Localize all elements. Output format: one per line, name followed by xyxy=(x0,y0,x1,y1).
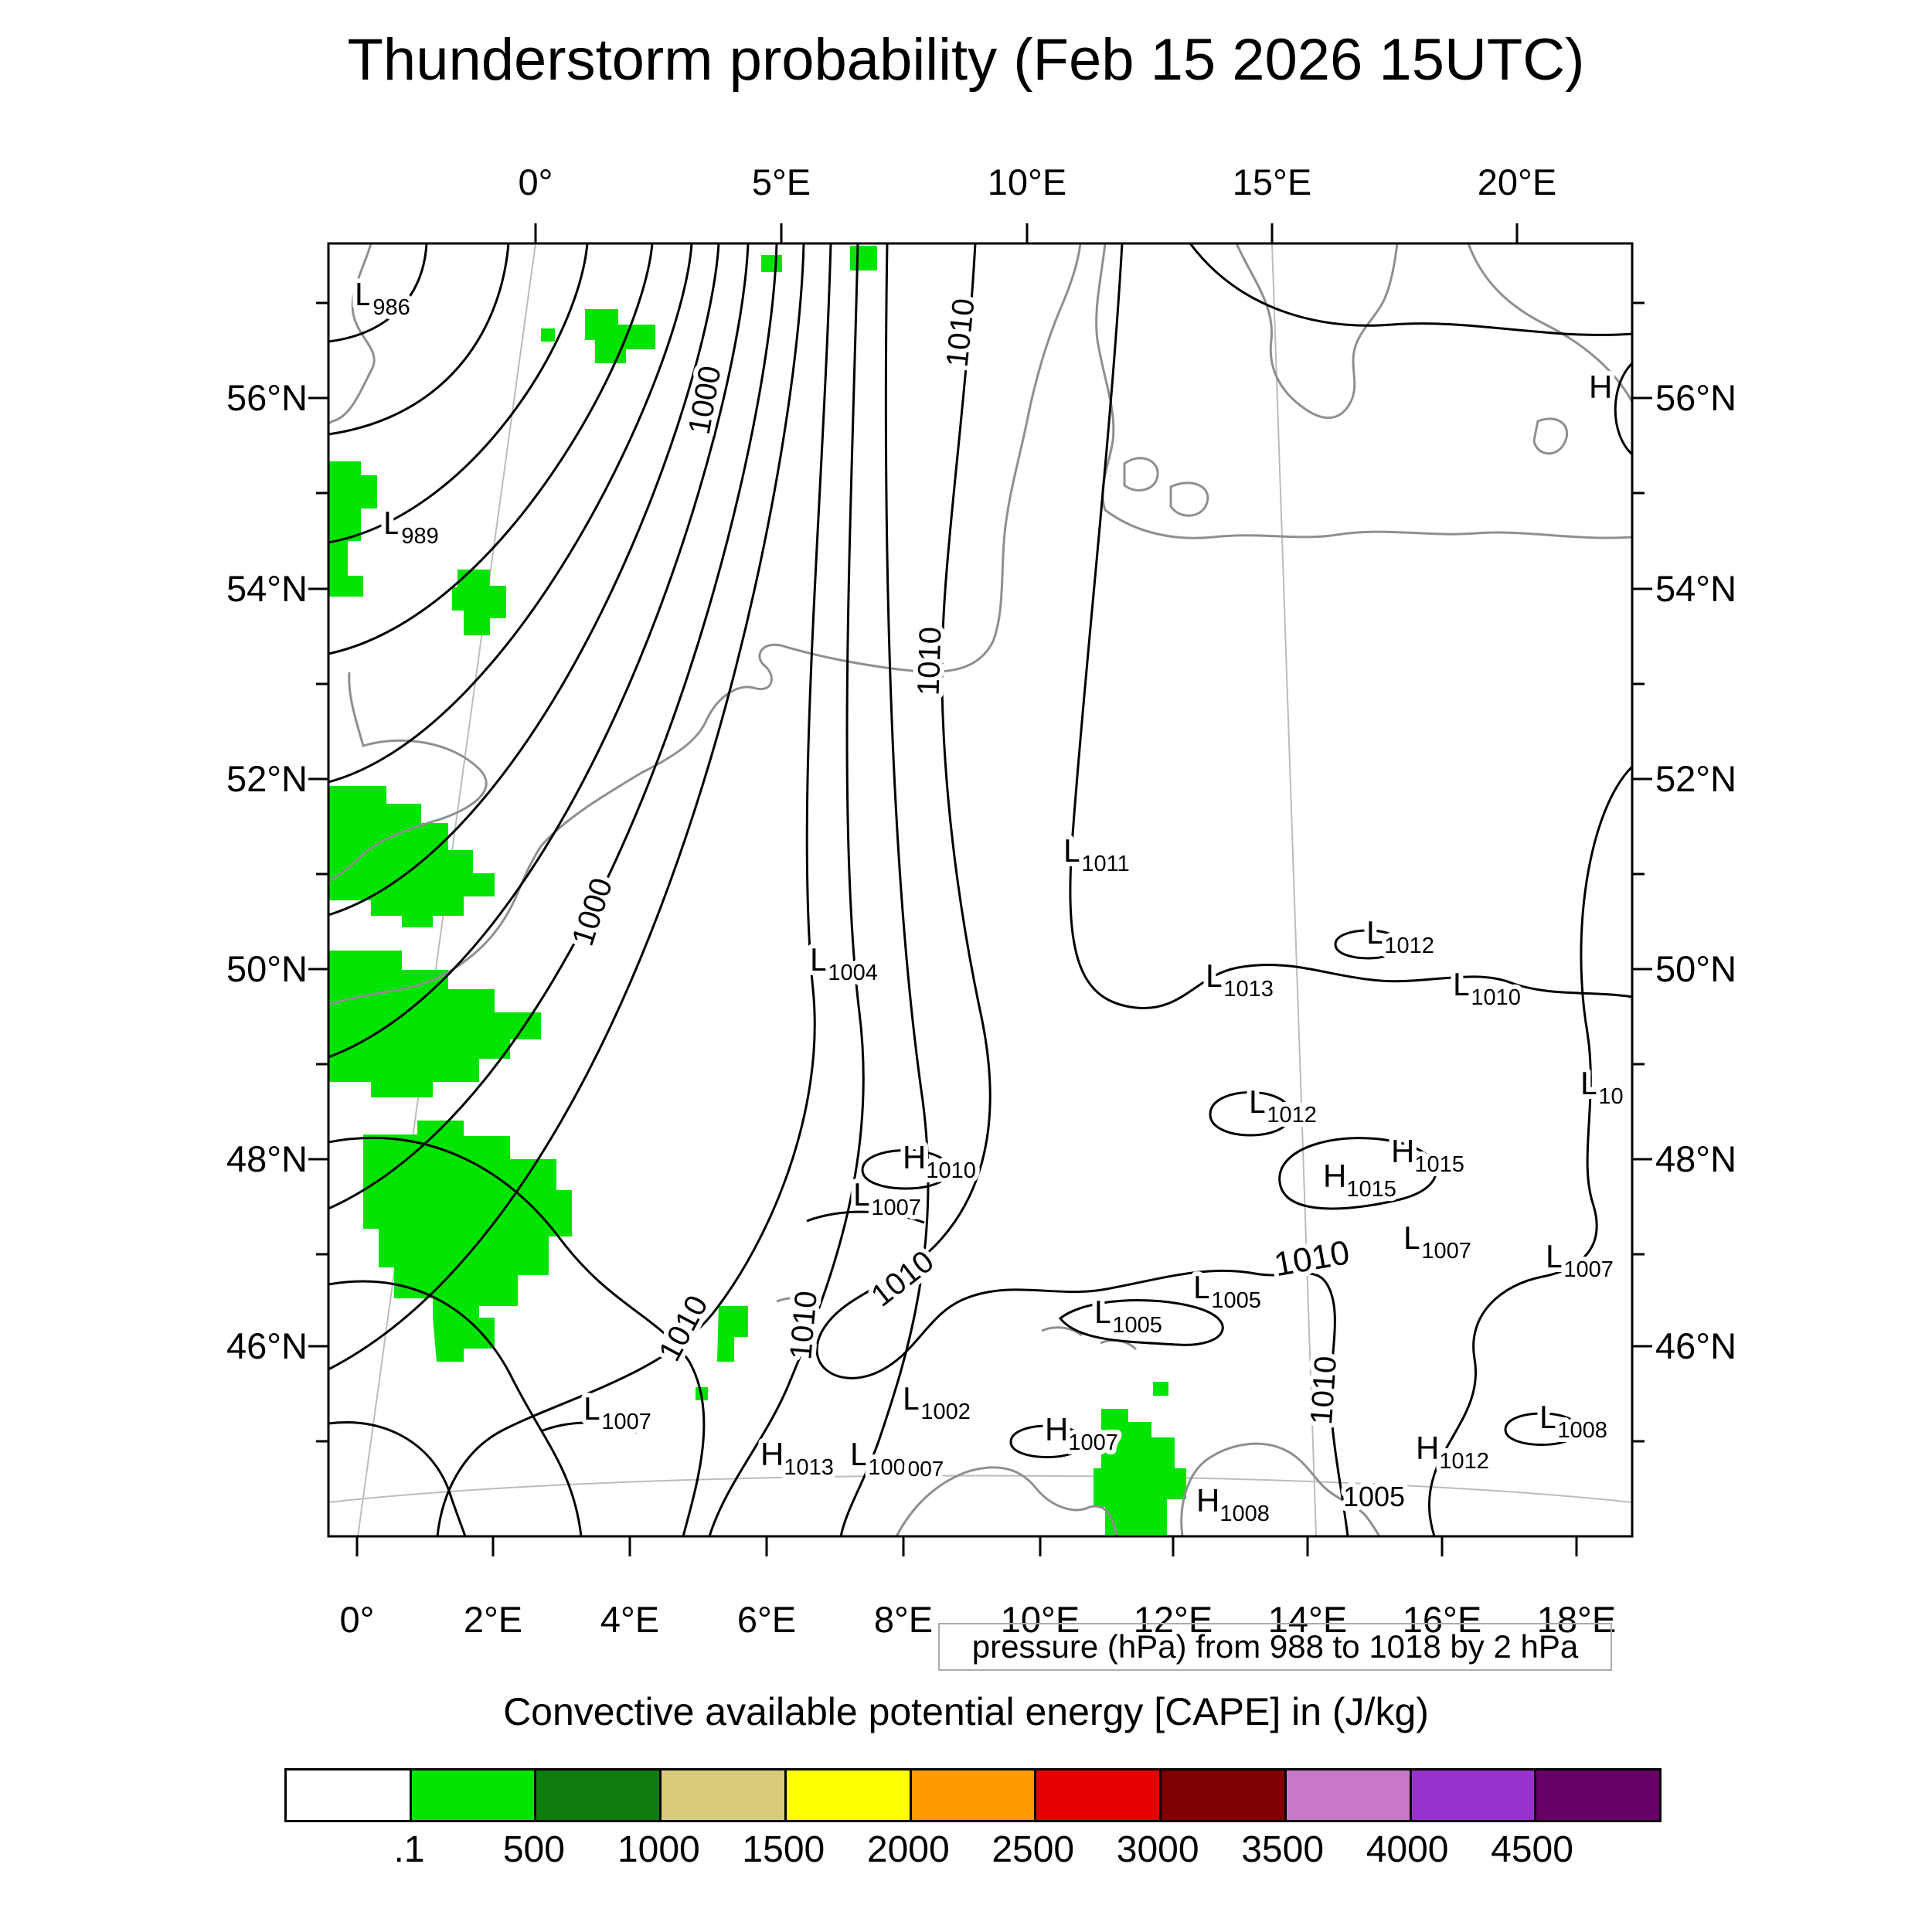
axis-tick-label-left: 54°N xyxy=(226,568,308,609)
pressure-caption: pressure (hPa) from 988 to 1018 by 2 hPa xyxy=(938,1623,1612,1671)
pressure-center-label: H1012 xyxy=(1416,1430,1489,1474)
axis-tick-label-bottom: 18°E xyxy=(1537,1599,1616,1640)
axis-tick-label-top: 0° xyxy=(519,162,553,202)
colorbar-segment xyxy=(1536,1770,1660,1820)
contour-inline-label: 1000 xyxy=(682,363,728,437)
contour-inline-label: 1010 xyxy=(1271,1233,1352,1284)
contour-inline-label: 1010 xyxy=(940,297,981,369)
pressure-center-label: L1010 xyxy=(1453,966,1521,1010)
pressure-center-label: L1008 xyxy=(1539,1399,1607,1443)
colorbar-segment xyxy=(786,1770,912,1820)
axis-tick-label-bottom: 6°E xyxy=(737,1599,796,1640)
pressure-center-label: L1002 xyxy=(850,1436,918,1480)
pressure-center-label: L1004 xyxy=(810,941,878,985)
pressure-center-label: L1011 xyxy=(1063,832,1130,876)
pressure-center-label: H xyxy=(1589,369,1612,405)
contour-inline-label: 1010 xyxy=(652,1290,715,1366)
pressure-center-label: L986 xyxy=(355,276,410,320)
axis-tick-label-left: 50°N xyxy=(226,948,308,989)
axis-tick-label-right: 48°N xyxy=(1655,1138,1736,1179)
axis-tick-label-right: 50°N xyxy=(1655,948,1736,989)
axis-tick-label-bottom: 12°E xyxy=(1134,1599,1213,1640)
axis-tick-label-bottom: 8°E xyxy=(874,1599,933,1640)
colorbar-segment xyxy=(536,1770,662,1820)
axis-tick-label-right: 46°N xyxy=(1655,1325,1736,1366)
graticule-lines xyxy=(328,243,1633,1537)
colorbar-segment xyxy=(1162,1770,1287,1820)
axis-tick-label-bottom: 10°E xyxy=(1001,1599,1080,1640)
legend-title: Convective available potential energy [C… xyxy=(503,1690,1429,1733)
axis-tick-label-bottom: 0° xyxy=(340,1599,375,1640)
axis-tick-label-left: 56°N xyxy=(226,377,308,418)
colorbar-tick-label: 4000 xyxy=(1366,1829,1449,1870)
coastlines xyxy=(328,243,1634,1537)
pressure-center-label: L1007 xyxy=(1546,1238,1614,1282)
cape-shaded-areas xyxy=(328,246,1186,1535)
axis-tick-label-top: 20°E xyxy=(1478,162,1556,202)
axis-tick-label-top: 10°E xyxy=(988,162,1066,202)
pressure-center-label: L1007 xyxy=(853,1176,921,1220)
axis-tick-label-bottom: 16°E xyxy=(1403,1599,1481,1640)
contour-inline-label: 1010 xyxy=(911,626,947,696)
pressure-center-label: L10 xyxy=(1580,1065,1624,1109)
axis-tick-label-left: 48°N xyxy=(226,1138,308,1179)
colorbar-segment xyxy=(1036,1770,1162,1820)
pressure-center-label: L1005 xyxy=(1094,1294,1162,1338)
pressure-center-label: L1007 xyxy=(583,1390,651,1434)
pressure-contours xyxy=(328,243,1634,1537)
colorbar-tick-label: .1 xyxy=(393,1829,425,1870)
colorbar-tick-label: 4500 xyxy=(1491,1829,1573,1870)
colorbar-segment xyxy=(662,1770,787,1820)
axis-layer: 0° 5°E 10°E 15°E 20°E 0° 2°E 4°E 6°E 8°E 10°E 12°E 1… xyxy=(226,162,1736,1640)
axis-tick-label-left: 46°N xyxy=(226,1325,308,1366)
pressure-center-label: H1007 xyxy=(1045,1411,1118,1455)
colorbar-tick-label: 2500 xyxy=(992,1829,1075,1870)
colorbar-tick-label: 3000 xyxy=(1116,1829,1199,1870)
colorbar-labels: .1 500 1000 1500 2000 2500 3000 3500 4000 4500 xyxy=(284,1828,1657,1875)
colorbar-tick-label: 2000 xyxy=(866,1829,950,1870)
pressure-center-label: L1012 xyxy=(1249,1083,1317,1128)
axis-tick-label-top: 15°E xyxy=(1233,162,1311,202)
colorbar-segment xyxy=(911,1770,1037,1820)
pressure-center-label: L989 xyxy=(383,505,439,549)
pressure-center-label: L1007 xyxy=(1403,1219,1471,1264)
colorbar-tick-label: 500 xyxy=(502,1829,565,1870)
contour-inline-label: 1010 xyxy=(1304,1355,1343,1426)
axis-tick-label-left: 52°N xyxy=(226,758,308,799)
pressure-center-label: L1005 xyxy=(1193,1269,1261,1313)
colorbar-segment xyxy=(1286,1770,1412,1820)
axis-tick-label-bottom: 14°E xyxy=(1268,1599,1347,1640)
pressure-center-label: H1015 xyxy=(1391,1133,1464,1177)
contour-inline-label: 1010 xyxy=(784,1290,824,1361)
colorbar-segment xyxy=(287,1770,412,1820)
pressure-center-label: L1012 xyxy=(1366,914,1434,958)
colorbar-tick-label: 1500 xyxy=(742,1829,825,1870)
pressure-center-label: H1008 xyxy=(1196,1482,1270,1526)
colorbar-tick-label: 3500 xyxy=(1241,1829,1325,1870)
axis-tick-label-right: 56°N xyxy=(1655,377,1736,418)
contour-inline-label: 1010 xyxy=(865,1244,940,1313)
colorbar-segment xyxy=(1411,1770,1537,1820)
colorbar-tick-label: 1000 xyxy=(617,1829,700,1870)
axis-tick-label-bottom: 2°E xyxy=(464,1599,522,1640)
axis-tick-label-top: 5°E xyxy=(752,162,811,202)
axis-tick-label-bottom: 4°E xyxy=(600,1599,659,1640)
pressure-center-label: L1002 xyxy=(903,1380,971,1424)
pressure-center-label: H1015 xyxy=(1323,1158,1396,1202)
contour-inline-label: 007 xyxy=(908,1457,944,1481)
chart-title: Thunderstorm probability (Feb 15 2026 15… xyxy=(347,27,1585,93)
axis-tick-label-right: 52°N xyxy=(1655,758,1736,799)
pressure-center-label: H1013 xyxy=(760,1436,834,1480)
pressure-center-label: H1010 xyxy=(903,1139,976,1183)
colorbar-segment xyxy=(411,1770,537,1820)
contour-inline-label: 1000 xyxy=(566,874,619,950)
axis-tick-label-right: 54°N xyxy=(1655,568,1736,609)
map-frame xyxy=(327,242,1634,1538)
contour-inline-label: 1005 xyxy=(1343,1481,1405,1512)
cape-colorbar xyxy=(284,1768,1662,1822)
